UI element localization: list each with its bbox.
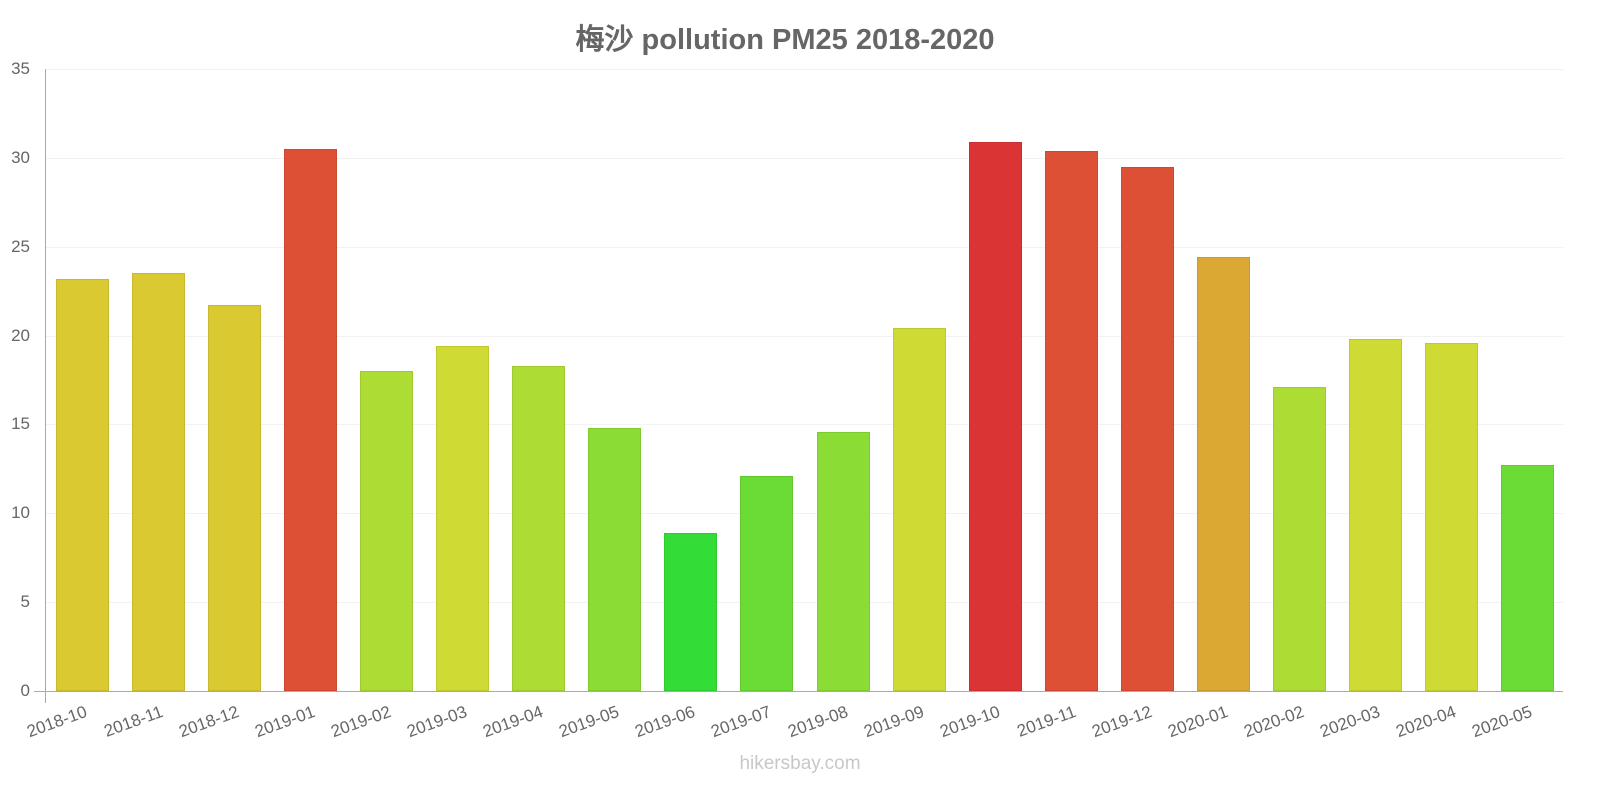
y-tick-label: 5: [20, 592, 30, 612]
bar-2019-12[interactable]: [1120, 166, 1174, 691]
bar-2020-03[interactable]: [1348, 339, 1402, 691]
x-tick-label: 2019-07: [708, 702, 774, 742]
grid-line: [46, 513, 1563, 515]
x-tick-label: 2018-11: [101, 702, 166, 741]
y-tick-label: 10: [11, 503, 30, 523]
bar-2019-10[interactable]: [968, 141, 1022, 691]
y-tick-label: 15: [11, 414, 30, 434]
bar-2020-02[interactable]: [1272, 387, 1326, 691]
y-tick-label: 20: [11, 325, 30, 345]
x-tick-label: 2020-01: [1165, 702, 1231, 742]
x-tick-label: 2019-03: [404, 702, 470, 742]
grid-line: [46, 246, 1563, 248]
chart-title: 梅沙 pollution PM25 2018-2020: [575, 24, 995, 56]
x-tick-label: 2018-12: [176, 702, 242, 742]
bar-2018-12[interactable]: [208, 305, 262, 691]
bar-2019-11[interactable]: [1044, 150, 1098, 691]
x-tick-label: 2019-05: [556, 702, 622, 742]
x-tick-label: 2019-04: [480, 702, 546, 742]
y-tick-label: 25: [11, 236, 30, 256]
watermark: hikersbay.com: [739, 753, 861, 774]
x-tick-label: 2019-10: [936, 702, 1003, 742]
grid-line: [46, 157, 1563, 159]
y-axis-line: [45, 69, 46, 703]
grid-line: [46, 69, 1563, 70]
x-tick-label: 2020-03: [1317, 702, 1383, 742]
x-tick-label: 2019-01: [252, 702, 318, 742]
bar-2019-05[interactable]: [588, 427, 642, 691]
x-tick-label: 2019-09: [860, 702, 927, 742]
x-tick-label: 2019-11: [1014, 702, 1079, 741]
y-tick-label: 35: [11, 59, 30, 78]
bar-2019-04[interactable]: [512, 365, 566, 691]
bar-2019-01[interactable]: [284, 148, 338, 691]
bar-2020-05[interactable]: [1500, 465, 1554, 691]
x-tick-label: 2019-06: [632, 702, 698, 742]
x-tick-label: 2018-10: [24, 702, 90, 742]
bar-2019-09[interactable]: [892, 328, 946, 691]
y-tick-label: 30: [11, 147, 30, 167]
bar-2020-04[interactable]: [1424, 342, 1478, 691]
grid-line: [46, 424, 1563, 426]
x-tick-label: 2019-12: [1089, 702, 1155, 742]
bar-2019-03[interactable]: [436, 346, 490, 691]
bar-2020-01[interactable]: [1196, 257, 1250, 691]
y-tick-label: 0: [20, 681, 30, 700]
x-axis-line: [34, 691, 1563, 692]
bar-2018-11[interactable]: [132, 273, 186, 691]
x-tick-label: 2019-02: [328, 702, 394, 742]
grid-line: [46, 335, 1563, 337]
bar-2018-10[interactable]: [56, 278, 109, 691]
x-tick-label: 2019-08: [784, 702, 850, 742]
x-tick-label: 2020-05: [1469, 702, 1535, 742]
bar-2019-07[interactable]: [740, 475, 794, 691]
bar-2019-08[interactable]: [816, 431, 870, 691]
x-tick-label: 2020-04: [1393, 702, 1459, 742]
bar-2019-02[interactable]: [360, 371, 414, 691]
x-tick-label: 2020-02: [1241, 702, 1307, 742]
bar-2019-06[interactable]: [664, 532, 718, 691]
grid-line: [46, 602, 1563, 604]
